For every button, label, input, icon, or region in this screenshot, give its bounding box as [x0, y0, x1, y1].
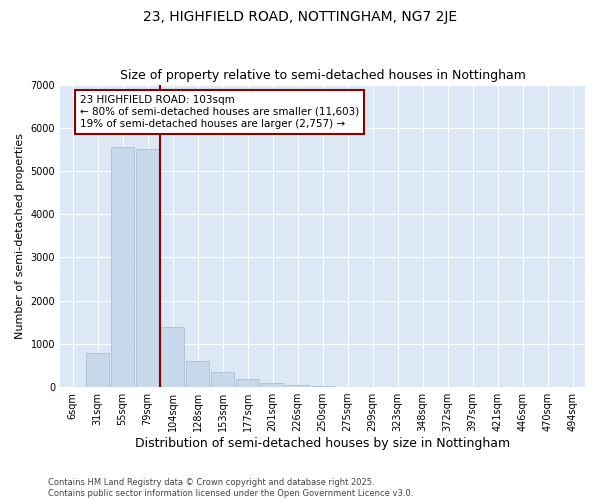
- Y-axis label: Number of semi-detached properties: Number of semi-detached properties: [15, 133, 25, 339]
- Bar: [260, 383, 284, 387]
- Bar: [311, 386, 334, 387]
- Text: Contains HM Land Registry data © Crown copyright and database right 2025.
Contai: Contains HM Land Registry data © Crown c…: [48, 478, 413, 498]
- Bar: [161, 326, 184, 387]
- Bar: [286, 385, 310, 387]
- Bar: [136, 150, 160, 387]
- Text: 23, HIGHFIELD ROAD, NOTTINGHAM, NG7 2JE: 23, HIGHFIELD ROAD, NOTTINGHAM, NG7 2JE: [143, 10, 457, 24]
- Text: 23 HIGHFIELD ROAD: 103sqm
← 80% of semi-detached houses are smaller (11,603)
19%: 23 HIGHFIELD ROAD: 103sqm ← 80% of semi-…: [80, 96, 359, 128]
- Bar: [110, 147, 134, 387]
- Title: Size of property relative to semi-detached houses in Nottingham: Size of property relative to semi-detach…: [119, 69, 526, 82]
- X-axis label: Distribution of semi-detached houses by size in Nottingham: Distribution of semi-detached houses by …: [135, 437, 510, 450]
- Bar: [185, 361, 209, 387]
- Bar: [211, 372, 235, 387]
- Bar: [236, 380, 259, 387]
- Bar: [86, 352, 109, 387]
